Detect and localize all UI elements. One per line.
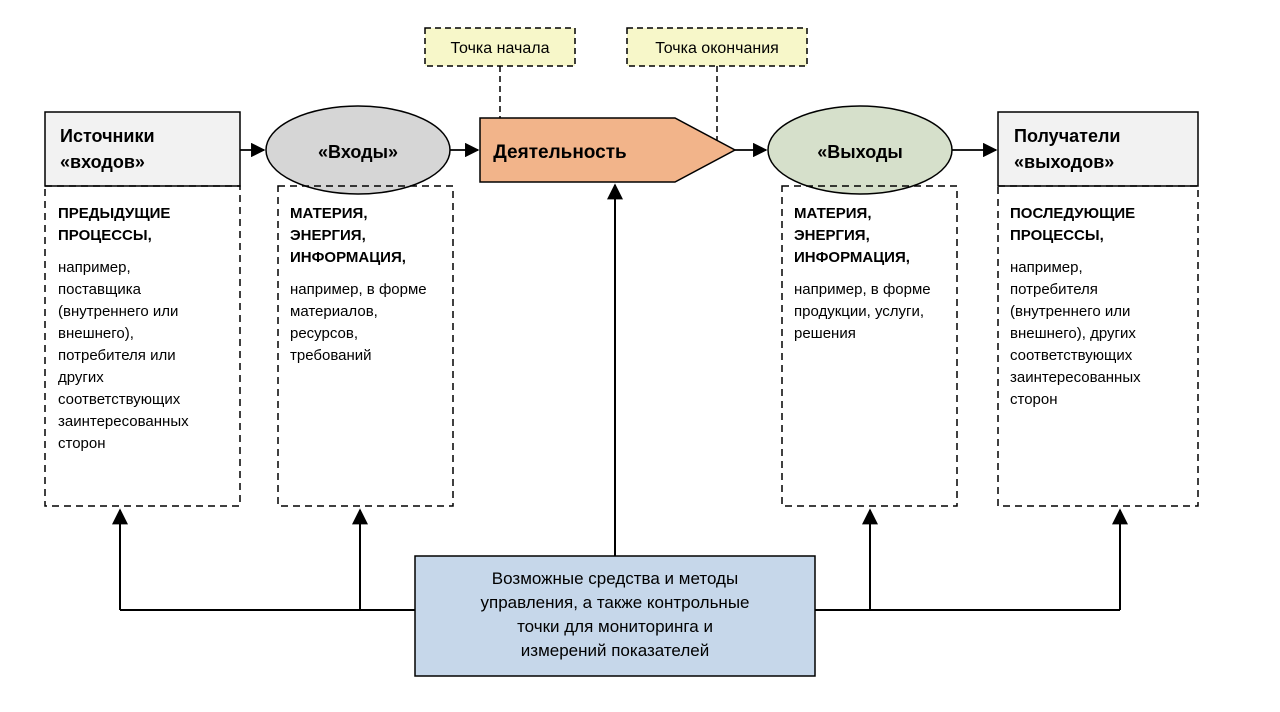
inputs-bold-1: МАТЕРИЯ, [290, 205, 367, 222]
receivers-bold-2: ПРОЦЕССЫ, [1010, 227, 1104, 244]
inputs-bold-2: ЭНЕРГИЯ, [290, 227, 366, 244]
controls-l1: Возможные средства и методы [492, 569, 738, 588]
controls-l4: измерений показателей [521, 641, 709, 660]
sources-body-l1: например, [58, 259, 131, 276]
sources-body-l5: потребителя или [58, 347, 176, 364]
inputs-body-l2: материалов, [290, 303, 378, 320]
inputs-ellipse: «Входы» [266, 106, 450, 194]
activity-shape: Деятельность [480, 118, 735, 182]
outputs-bold-2: ЭНЕРГИЯ, [794, 227, 870, 244]
sources-header-box: Источники «входов» [45, 112, 240, 186]
controls-l2: управления, а также контрольные [480, 593, 749, 612]
sources-body-l3: (внутреннего или [58, 303, 178, 320]
receivers-header-box: Получатели «выходов» [998, 112, 1198, 186]
receivers-body-l2: потребителя [1010, 281, 1098, 298]
end-point-text: Точка окончания [655, 40, 779, 57]
outputs-bold-3: ИНФОРМАЦИЯ, [794, 249, 910, 266]
outputs-body-l2: продукции, услуги, [794, 303, 924, 320]
outputs-bold-1: МАТЕРИЯ, [794, 205, 871, 222]
sources-bold-2: ПРОЦЕССЫ, [58, 227, 152, 244]
receivers-body-l3: (внутреннего или [1010, 303, 1130, 320]
sources-title-2: «входов» [60, 152, 145, 172]
receivers-body-l7: сторон [1010, 391, 1058, 408]
activity-title: Деятельность [493, 142, 626, 163]
start-point-text: Точка начала [451, 40, 550, 57]
start-point-label: Точка начала [425, 28, 575, 66]
sources-body-l7: соответствующих [58, 391, 181, 408]
receivers-title-2: «выходов» [1014, 152, 1114, 172]
inputs-body-l1: например, в форме [290, 281, 427, 298]
receivers-bold-1: ПОСЛЕДУЮЩИЕ [1010, 205, 1135, 222]
sources-body-l2: поставщика [58, 281, 142, 298]
controls-l3: точки для мониторинга и [517, 617, 713, 636]
outputs-body-l3: решения [794, 325, 856, 342]
sources-title-1: Источники [60, 126, 155, 146]
sources-body-l9: сторон [58, 435, 106, 452]
inputs-body-l3: ресурсов, [290, 325, 358, 342]
sources-bold-1: ПРЕДЫДУЩИЕ [58, 205, 170, 222]
controls-box: Возможные средства и методы управления, … [415, 556, 815, 676]
inputs-bold-3: ИНФОРМАЦИЯ, [290, 249, 406, 266]
outputs-title: «Выходы [817, 142, 903, 162]
receivers-body-l4: внешнего), других [1010, 325, 1136, 342]
receivers-body-l1: например, [1010, 259, 1083, 276]
sources-body-box: ПРЕДЫДУЩИЕ ПРОЦЕССЫ, например, поставщик… [45, 186, 240, 506]
sources-body-l8: заинтересованных [58, 413, 189, 430]
receivers-body-l5: соответствующих [1010, 347, 1133, 364]
outputs-ellipse: «Выходы [768, 106, 952, 194]
sources-body-l4: внешнего), [58, 325, 134, 342]
receivers-title-1: Получатели [1014, 126, 1120, 146]
receivers-body-l6: заинтересованных [1010, 369, 1141, 386]
outputs-body-l1: например, в форме [794, 281, 931, 298]
inputs-title: «Входы» [318, 142, 398, 162]
end-point-label: Точка окончания [627, 28, 807, 66]
outputs-body-box: МАТЕРИЯ, ЭНЕРГИЯ, ИНФОРМАЦИЯ, например, … [782, 186, 957, 506]
process-diagram: Точка начала Точка окончания Источники «… [0, 0, 1280, 712]
inputs-body-l4: требований [290, 347, 372, 364]
inputs-body-box: МАТЕРИЯ, ЭНЕРГИЯ, ИНФОРМАЦИЯ, например, … [278, 186, 453, 506]
receivers-body-box: ПОСЛЕДУЮЩИЕ ПРОЦЕССЫ, например, потребит… [998, 186, 1198, 506]
sources-body-l6: других [58, 369, 104, 386]
